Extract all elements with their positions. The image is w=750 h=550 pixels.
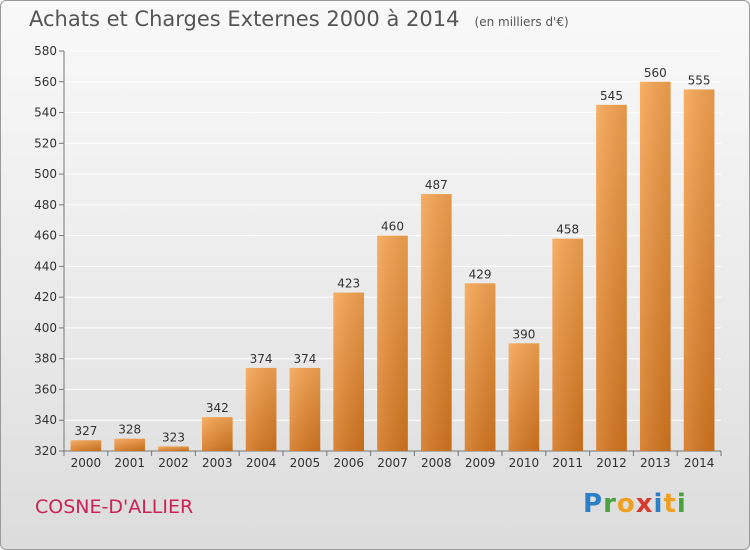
data-label: 458 bbox=[556, 223, 579, 237]
x-tick-label: 2006 bbox=[333, 456, 364, 470]
y-tick-label: 340 bbox=[34, 413, 57, 427]
proxiti-logo: Proxiti bbox=[583, 489, 687, 519]
data-label: 342 bbox=[206, 401, 229, 415]
x-tick-label: 2010 bbox=[509, 456, 540, 470]
x-tick-label: 2008 bbox=[421, 456, 452, 470]
y-tick-label: 500 bbox=[34, 167, 57, 181]
y-tick-label: 520 bbox=[34, 136, 57, 150]
x-tick-label: 2013 bbox=[640, 456, 671, 470]
x-tick-label: 2014 bbox=[684, 456, 715, 470]
bar-shade bbox=[70, 440, 102, 451]
chart-title-block: Achats et Charges Externes 2000 à 2014 (… bbox=[29, 7, 569, 31]
data-label: 327 bbox=[74, 424, 97, 438]
y-tick-label: 320 bbox=[34, 444, 57, 458]
bar-shade bbox=[114, 438, 146, 451]
axis-layer: 320 340 360 380 400 420 440 460 480 500 520 540 560 5… bbox=[34, 44, 722, 470]
data-label: 487 bbox=[425, 178, 448, 192]
bar-shade bbox=[333, 292, 365, 451]
bar-shade bbox=[508, 343, 540, 451]
label-layer: 327 328 323 342 374 374 423 460 487 429 390 458 545 5… bbox=[74, 66, 710, 445]
location-name: COSNE-D'ALLIER bbox=[35, 496, 194, 518]
y-tick-label: 380 bbox=[34, 352, 57, 366]
x-tick-label: 2012 bbox=[596, 456, 627, 470]
x-tick-label: 2007 bbox=[377, 456, 408, 470]
data-label: 374 bbox=[293, 352, 316, 366]
chart-title: Achats et Charges Externes 2000 à 2014 bbox=[29, 7, 460, 31]
x-tick-label: 2002 bbox=[158, 456, 189, 470]
y-tick-label: 360 bbox=[34, 382, 57, 396]
bar-shade bbox=[683, 89, 715, 451]
bar-shade bbox=[377, 235, 408, 451]
bar-shade bbox=[464, 283, 496, 451]
data-label: 390 bbox=[512, 327, 535, 341]
x-tick-label: 2011 bbox=[552, 456, 583, 470]
chart-unit-note: (en milliers d'€) bbox=[474, 15, 569, 29]
bar-shade bbox=[420, 194, 452, 452]
bar-layer bbox=[70, 81, 715, 452]
data-label: 429 bbox=[469, 267, 492, 281]
y-tick-label: 420 bbox=[34, 290, 57, 304]
bar-shade bbox=[245, 367, 277, 451]
bar-shade bbox=[158, 446, 189, 451]
bar-shade bbox=[552, 238, 584, 451]
data-label: 323 bbox=[162, 430, 185, 444]
y-tick-label: 560 bbox=[34, 75, 57, 89]
bar-shade bbox=[596, 104, 627, 451]
y-tick-label: 460 bbox=[34, 229, 57, 243]
x-tick-label: 2001 bbox=[114, 456, 145, 470]
data-label: 555 bbox=[688, 73, 711, 87]
x-tick-label: 2003 bbox=[202, 456, 233, 470]
bar-shade bbox=[639, 81, 671, 452]
data-label: 545 bbox=[600, 89, 623, 103]
x-tick-label: 2009 bbox=[465, 456, 496, 470]
y-tick-label: 540 bbox=[34, 106, 57, 120]
x-tick-label: 2005 bbox=[290, 456, 321, 470]
data-label: 328 bbox=[118, 423, 141, 437]
bar-shade bbox=[201, 417, 233, 451]
x-tick-label: 2000 bbox=[71, 456, 102, 470]
data-label: 374 bbox=[250, 352, 273, 366]
data-label: 423 bbox=[337, 277, 360, 291]
y-tick-label: 580 bbox=[34, 44, 57, 58]
x-tick-label: 2004 bbox=[246, 456, 277, 470]
data-label: 460 bbox=[381, 220, 404, 234]
bar-shade bbox=[289, 367, 321, 451]
y-tick-label: 440 bbox=[34, 259, 57, 273]
y-tick-label: 480 bbox=[34, 198, 57, 212]
data-label: 560 bbox=[644, 66, 667, 80]
y-tick-label: 400 bbox=[34, 321, 57, 335]
